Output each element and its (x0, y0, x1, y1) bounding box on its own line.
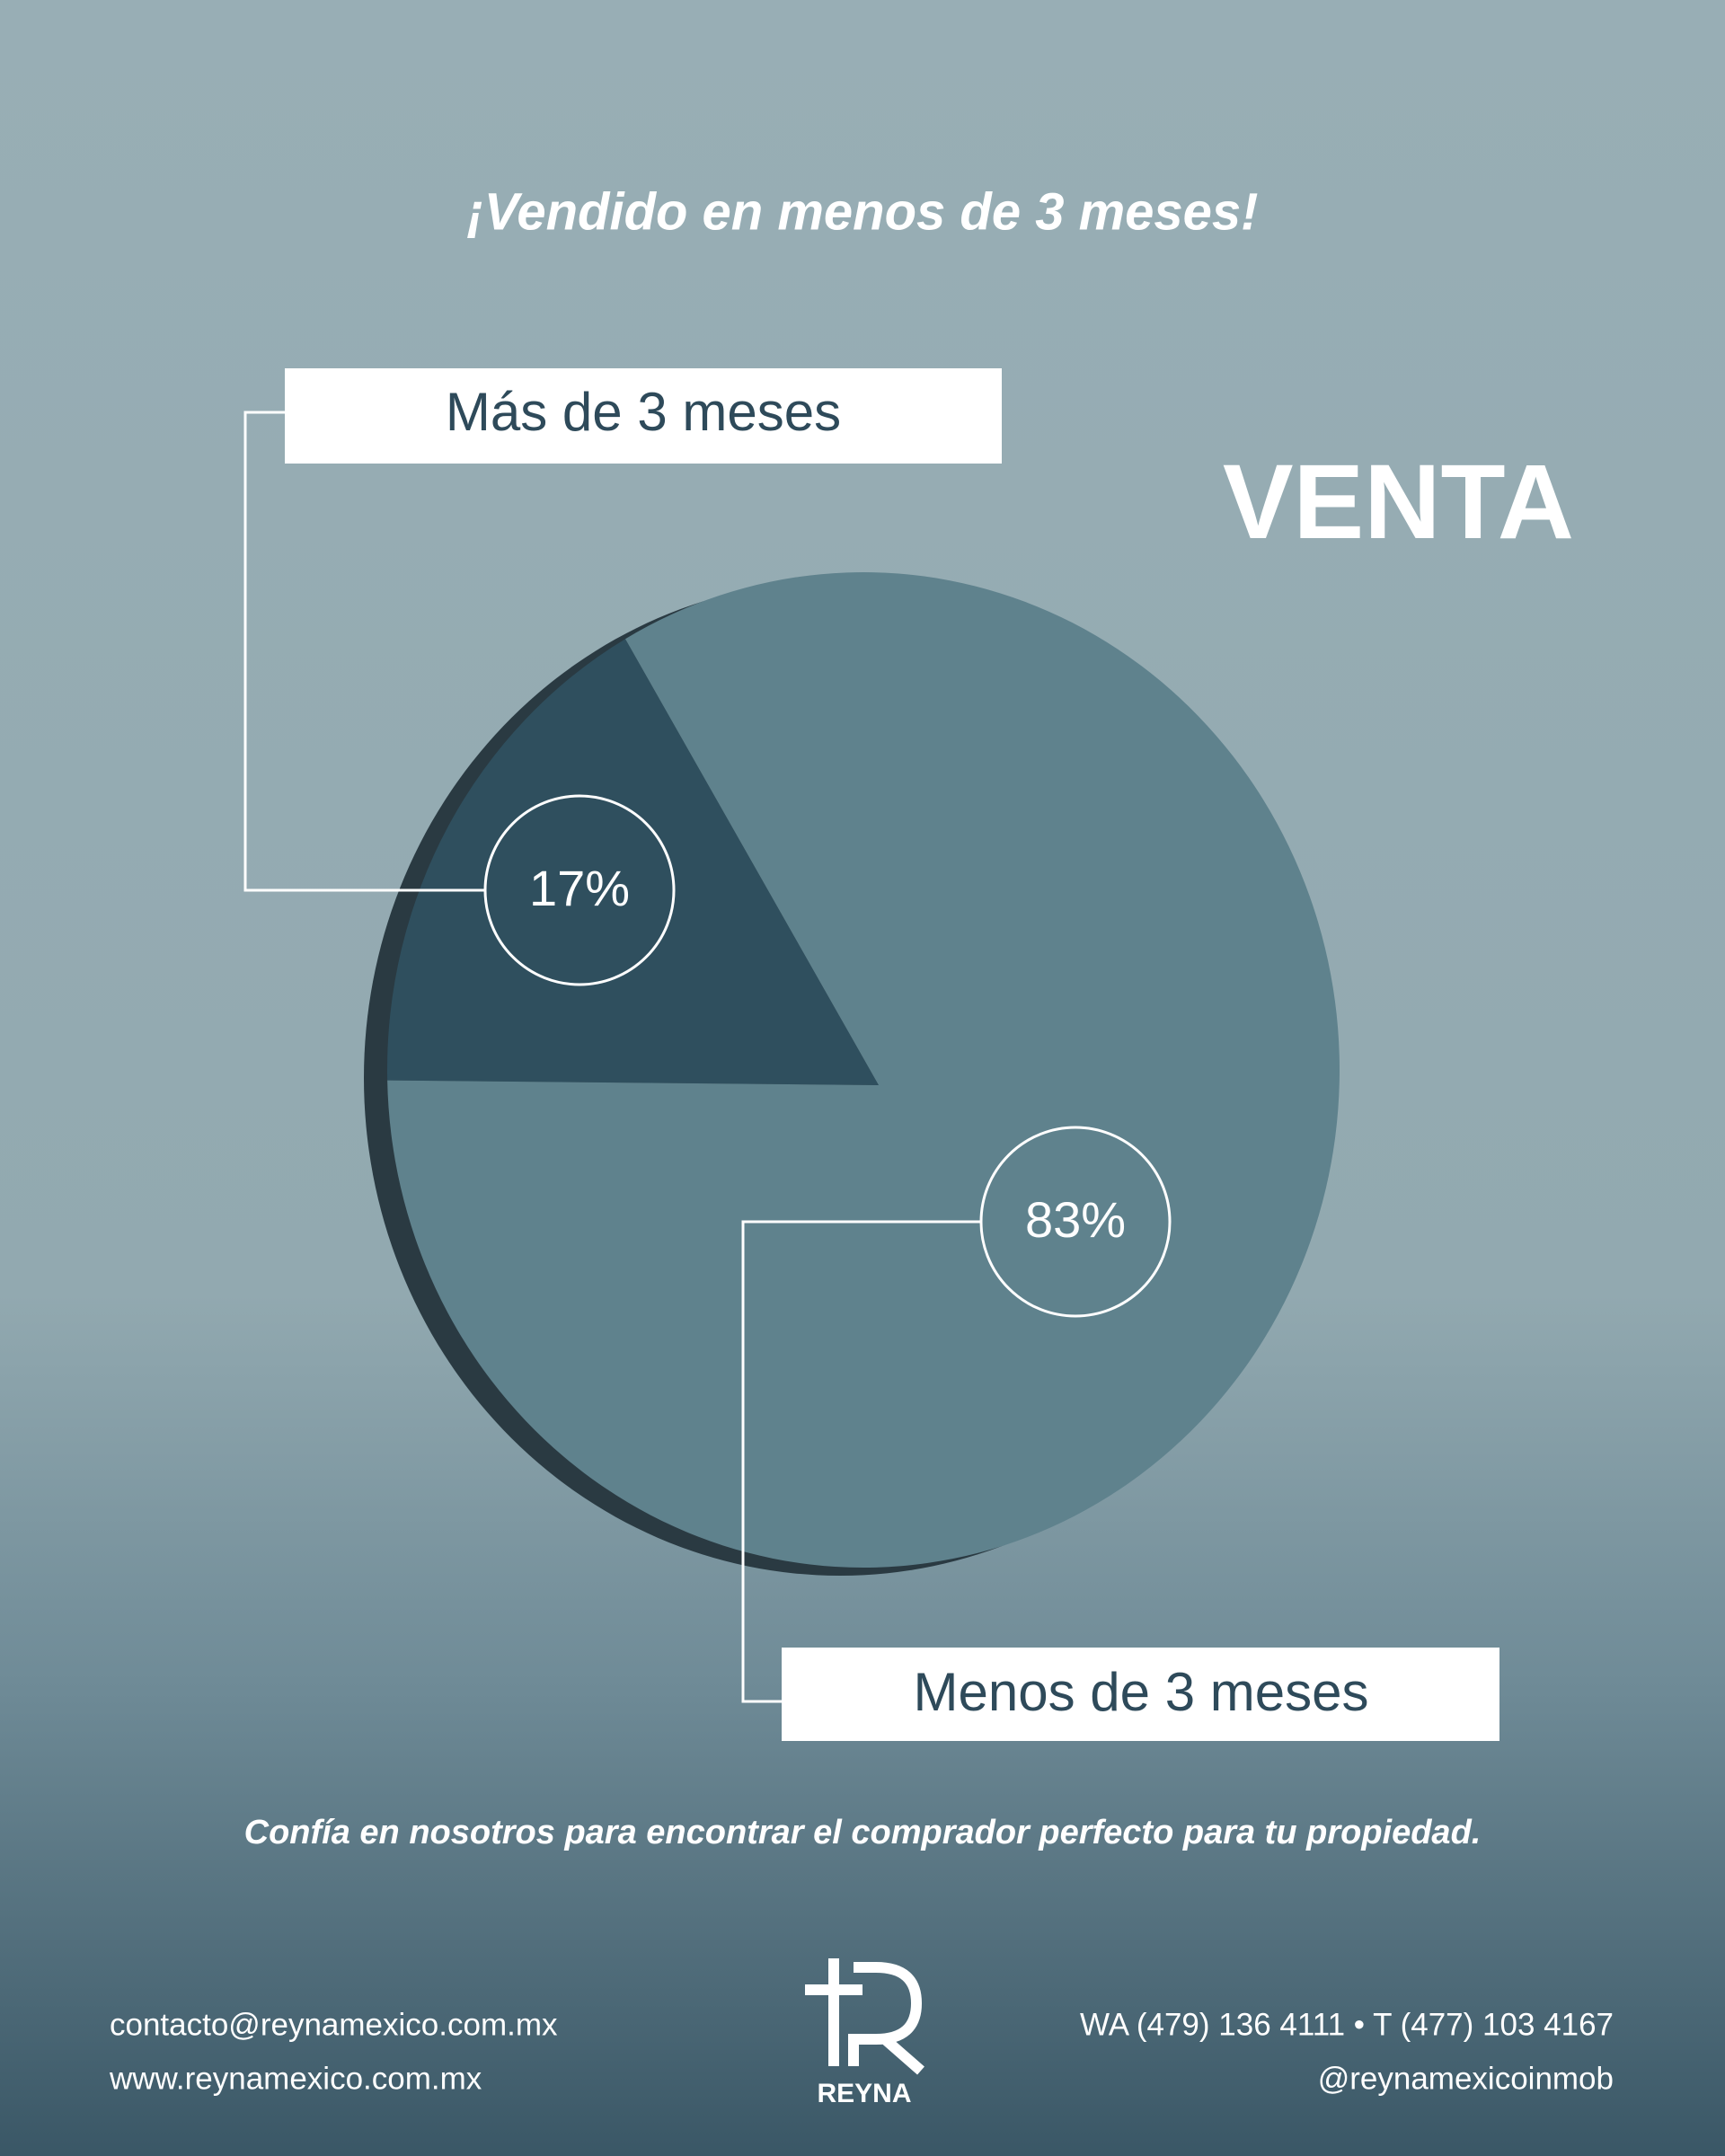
logo-text: REYNA (817, 2079, 911, 2108)
pie-slice (387, 571, 1340, 1568)
label-box (285, 368, 1002, 464)
value-circle (979, 1126, 1172, 1318)
tagline: Confía en nosotros para encontrar el com… (244, 1814, 1482, 1851)
category-label: Menos de 3 meses (914, 1662, 1369, 1722)
data-label: 17% (529, 860, 630, 916)
badge: VENTA (1223, 443, 1574, 561)
social: @reynamexicoinmob (1318, 2061, 1614, 2096)
label-box (782, 1648, 1499, 1741)
category-label: Más de 3 meses (446, 382, 841, 442)
leader-line (741, 1220, 981, 1703)
logo (805, 1958, 924, 2075)
pie-slice (387, 639, 879, 1085)
data-label: 83% (1025, 1191, 1126, 1248)
website: www.reynamexico.com.mx (109, 2061, 482, 2096)
annotations: Más de 3 meses Menos de 3 meses 17% 83% (243, 368, 1499, 1741)
leader-line (243, 411, 484, 892)
chart-title: ¡Vendido en menos de 3 meses! (467, 182, 1259, 241)
pie (387, 571, 1340, 1568)
phones: WA (479) 136 4111 • T (477) 103 4167 (1080, 2007, 1614, 2042)
value-circle (483, 794, 676, 986)
email: contacto@reynamexico.com.mx (110, 2007, 558, 2042)
